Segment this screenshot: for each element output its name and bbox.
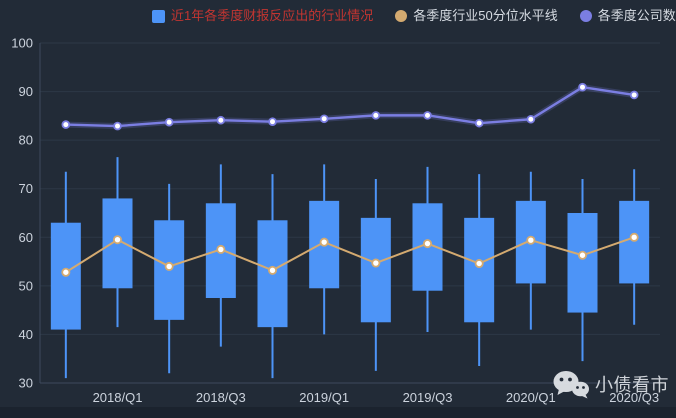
data-point[interactable] — [422, 239, 432, 249]
chart-legend: 近1年各季度财报反应出的行业情况 各季度行业50分位水平线 各季度公司数值 — [152, 8, 676, 24]
percentile-series-marker-icon — [395, 10, 408, 22]
data-point[interactable] — [319, 237, 329, 247]
data-point[interactable] — [423, 111, 432, 120]
x-tick-label: 2018/Q3 — [196, 390, 246, 405]
y-tick-label: 70 — [19, 181, 33, 196]
data-point[interactable] — [526, 235, 536, 245]
data-point[interactable] — [267, 265, 277, 275]
data-point[interactable] — [578, 82, 587, 92]
box-body[interactable] — [464, 217, 495, 323]
data-point[interactable] — [474, 259, 484, 269]
data-point[interactable] — [113, 235, 123, 245]
data-point[interactable] — [164, 117, 174, 127]
box-body[interactable] — [619, 200, 650, 284]
box-body[interactable] — [567, 213, 598, 313]
y-tick-label: 90 — [19, 84, 33, 99]
legend-item-industry-boxplot[interactable]: 近1年各季度财报反应出的行业情况 — [152, 8, 373, 24]
wechat-icon — [553, 371, 589, 399]
x-tick-label: 2019/Q1 — [299, 390, 349, 405]
legend-item-percentile-line[interactable]: 各季度行业50分位水平线 — [395, 8, 558, 24]
series-line[interactable] — [65, 85, 635, 128]
y-tick-label: 100 — [11, 36, 33, 51]
legend-item-company-count[interactable]: 各季度公司数值 — [579, 8, 676, 24]
data-point[interactable] — [216, 244, 226, 254]
x-tick-label: 2020/Q3 — [609, 390, 659, 405]
box-body[interactable] — [360, 217, 391, 323]
y-tick-label: 80 — [19, 133, 33, 148]
data-point[interactable] — [371, 258, 381, 268]
watermark-text: 小债看市 — [595, 375, 669, 395]
data-point[interactable] — [216, 115, 226, 125]
company-series-marker-icon — [579, 10, 592, 22]
series-line[interactable] — [65, 236, 635, 274]
x-tick-label: 2020/Q1 — [506, 390, 556, 405]
data-point[interactable] — [629, 90, 639, 100]
y-tick-label: 50 — [19, 278, 33, 293]
data-point[interactable] — [578, 250, 588, 260]
data-point[interactable] — [113, 121, 122, 131]
legend-label: 各季度公司数值 — [597, 8, 676, 23]
y-tick-label: 40 — [19, 327, 33, 342]
legend-label: 各季度行业50分位水平线 — [413, 8, 558, 23]
data-point[interactable] — [629, 232, 639, 242]
x-tick-label: 2018/Q1 — [93, 390, 143, 405]
data-point[interactable] — [61, 120, 71, 129]
bottom-strip — [0, 407, 676, 418]
data-point[interactable] — [526, 114, 536, 124]
data-point[interactable] — [474, 118, 484, 128]
boxplot-series-marker-icon — [152, 9, 165, 23]
data-point[interactable] — [268, 117, 277, 126]
x-tick-label: 2019/Q3 — [403, 390, 453, 405]
watermark: 小债看市 — [552, 369, 669, 399]
legend-label: 近1年各季度财报反应出的行业情况 — [171, 8, 374, 23]
data-point[interactable] — [371, 111, 381, 120]
data-point[interactable] — [164, 261, 174, 271]
y-tick-label: 60 — [19, 230, 33, 245]
data-point[interactable] — [319, 114, 329, 124]
y-tick-label: 30 — [19, 376, 33, 391]
data-point[interactable] — [61, 267, 71, 277]
